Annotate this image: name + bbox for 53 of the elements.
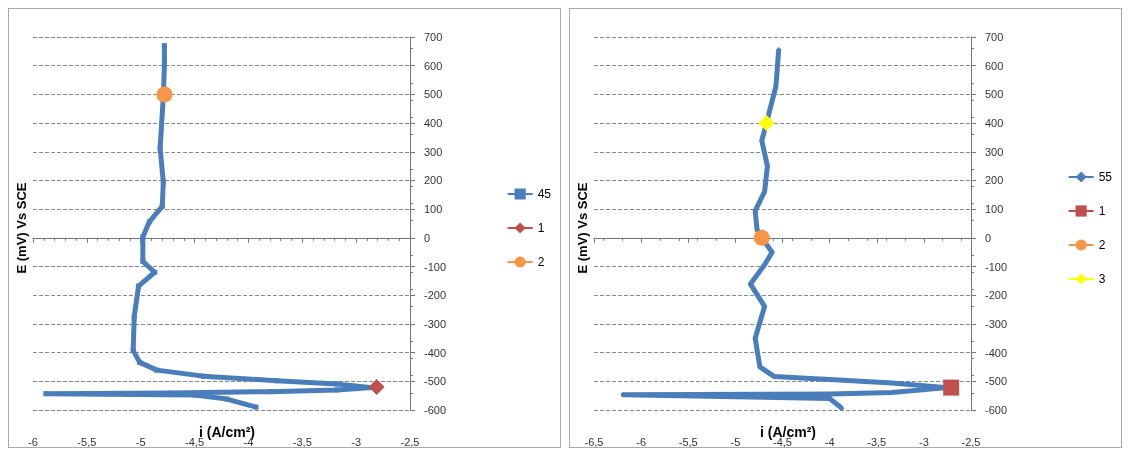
y-tick-label: 100: [985, 203, 1004, 216]
y-tick-label: 0: [424, 231, 431, 244]
legend-label: 2: [537, 255, 545, 269]
y-tick-label: -400: [424, 346, 447, 359]
legend-label: 2: [1098, 238, 1106, 252]
x-tick-label: -4,5: [185, 435, 205, 448]
x-tick-label: -6: [636, 435, 647, 448]
x-tick-label: -3,5: [867, 435, 887, 448]
y-axis-title: E (mV) Vs SCE: [575, 182, 590, 274]
x-tick-label: -2,5: [400, 435, 420, 448]
legend-label: 1: [1098, 204, 1106, 218]
y-tick-label: 500: [424, 88, 443, 101]
x-tick-label: -5,5: [77, 435, 97, 448]
x-tick-label: -5: [730, 435, 741, 448]
x-tick-label: -3,5: [292, 435, 312, 448]
x-tick-label: -6: [28, 435, 38, 448]
y-tick-label: 200: [985, 174, 1004, 187]
y-tick-label: 400: [424, 117, 443, 130]
legend-label: 3: [1098, 272, 1106, 286]
y-tick-label: 300: [424, 145, 443, 158]
y-tick-label: -500: [985, 375, 1008, 388]
y-tick-label: -300: [985, 317, 1008, 330]
y-tick-label: -600: [985, 404, 1008, 416]
y-tick-label: 700: [985, 31, 1004, 43]
y-tick-label: 300: [985, 145, 1004, 158]
y-tick-label: -400: [985, 346, 1008, 359]
y-tick-label: 400: [985, 117, 1004, 130]
y-axis-title: E (mV) Vs SCE: [14, 182, 29, 274]
x-tick-label: -5: [135, 435, 146, 448]
y-tick-label: -200: [985, 289, 1008, 302]
y-tick-label: 600: [985, 59, 1004, 72]
y-tick-label: 700: [424, 31, 443, 43]
legend-label: 1: [537, 221, 545, 235]
y-tick-label: 200: [424, 174, 443, 187]
y-tick-label: -300: [424, 317, 447, 330]
y-tick-label: -100: [985, 260, 1008, 273]
x-tick-label: -3: [351, 435, 362, 448]
y-tick-label: -600: [424, 404, 447, 416]
y-tick-label: 600: [424, 59, 443, 72]
x-tick-label: -6,5: [584, 435, 604, 448]
y-tick-label: -500: [424, 375, 447, 388]
x-tick-label: -4: [824, 435, 835, 448]
y-tick-label: 500: [985, 88, 1004, 101]
y-tick-label: -200: [424, 289, 447, 302]
y-tick-label: -100: [424, 260, 447, 273]
legend-label: 55: [1098, 170, 1113, 184]
legend-label: 45: [537, 187, 552, 201]
x-tick-label: -5,5: [678, 435, 698, 448]
x-tick-label: -3: [918, 435, 929, 448]
x-tick-label: -2,5: [961, 435, 981, 448]
y-tick-label: 0: [985, 231, 992, 244]
y-tick-label: 100: [424, 203, 443, 216]
x-axis-title: i (A/cm²): [760, 424, 816, 440]
